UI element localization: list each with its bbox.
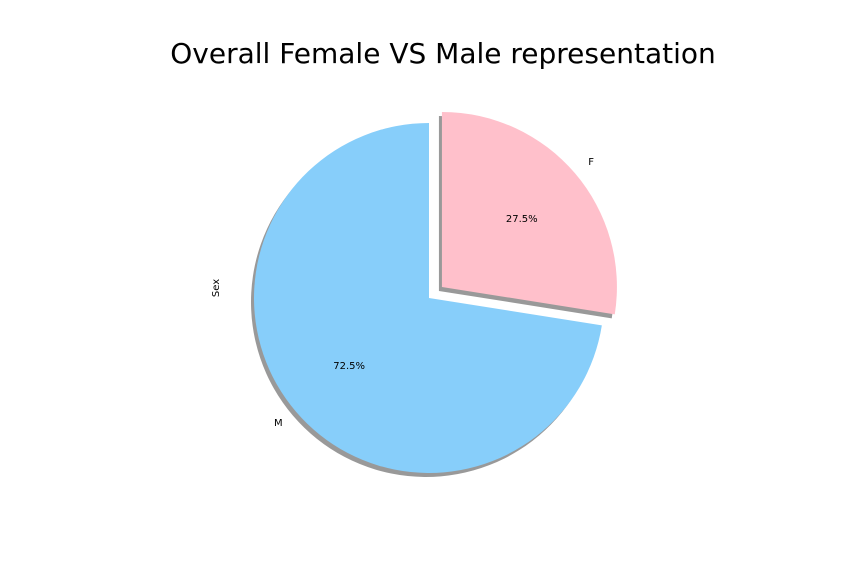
slice-pct-label-f: 27.5% [506,214,538,225]
y-axis-label: Sex [211,279,222,297]
pie-slice-f [441,111,617,315]
pie-slice-layer [254,111,617,473]
slice-label-f: F [588,157,594,168]
slice-label-m: M [274,418,283,429]
slice-pct-label-m: 72.5% [333,361,365,372]
pie-slice-m [254,123,602,473]
chart-title: Overall Female VS Male representation [170,37,716,70]
pie-label-layer: F 27.5% M 72.5% [274,157,594,429]
